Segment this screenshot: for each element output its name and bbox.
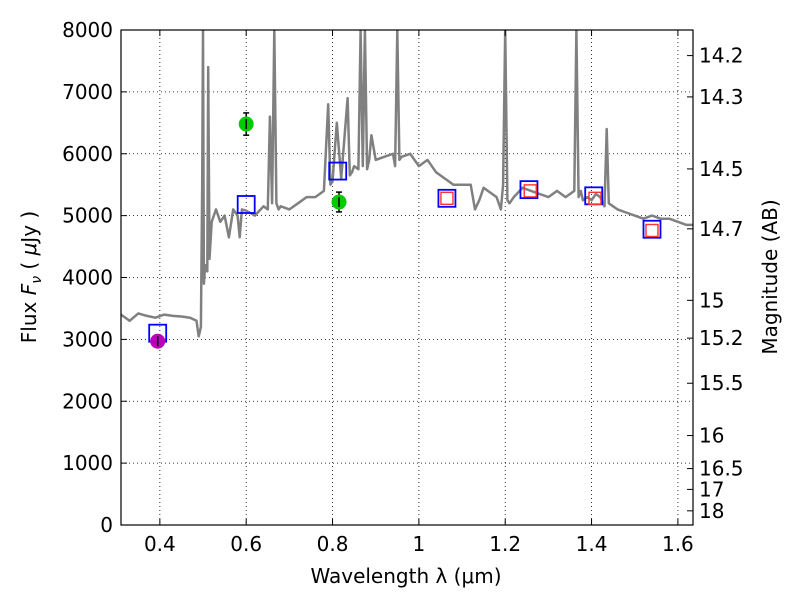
- x-axis: 0.4 0.6 0.8 1 1.2 1.4 1.6: [144, 30, 694, 556]
- y-axis-label-sub: ν: [29, 276, 45, 284]
- spectrum-layer: [121, 30, 693, 338]
- y-axis-label-post: Jy ): [17, 211, 41, 245]
- y-tick-label: 0: [100, 513, 113, 537]
- y2-tick-label: 14.2: [699, 44, 744, 68]
- x-tick-label: 0.4: [144, 532, 176, 556]
- y2-tick-label: 16: [699, 424, 724, 448]
- x-tick-label: 0.6: [230, 532, 262, 556]
- photometry-square-point: [236, 195, 256, 214]
- photometry-square-point: [519, 180, 539, 200]
- y2-tick-label: 18: [699, 499, 724, 523]
- spectrum-line: [121, 30, 693, 338]
- y-axis-label-var: F: [17, 283, 41, 295]
- y2-tick-label: 15: [699, 288, 724, 312]
- y-axis-label: Flux Fν ( μJy ): [17, 211, 45, 343]
- y-axis-label-mid: (: [17, 255, 41, 276]
- y-axis: 0 1000 2000 3000 4000 5000 6000 7000 8000: [62, 18, 127, 537]
- photometry-square-point: [437, 188, 457, 208]
- photometry-square-point: [645, 223, 659, 238]
- y-axis-label-mu: μ: [17, 243, 41, 257]
- photometry-square-point: [328, 161, 348, 181]
- y2-tick-label: 17: [699, 477, 724, 501]
- y-tick-label: 8000: [62, 18, 113, 42]
- y-tick-label: 2000: [62, 389, 113, 413]
- x-tick-label: 1: [413, 532, 426, 556]
- grid: [121, 30, 693, 525]
- x-tick-label: 0.8: [317, 532, 349, 556]
- y-axis-label-pre: Flux: [17, 295, 41, 343]
- y-tick-label: 3000: [62, 327, 113, 351]
- x-axis-label: Wavelength λ (μm): [310, 564, 501, 588]
- x-tick-label: 1.6: [662, 532, 694, 556]
- photometry-square-point: [523, 184, 537, 198]
- y2-tick-label: 14.3: [699, 85, 744, 109]
- y-tick-label: 6000: [62, 142, 113, 166]
- y2-tick-label: 16.5: [699, 457, 744, 481]
- y2-tick-label: 15.2: [699, 326, 744, 350]
- y2-tick-label: 14.7: [699, 217, 744, 241]
- y-tick-label: 5000: [62, 204, 113, 228]
- y-tick-label: 1000: [62, 451, 113, 475]
- photometry-square-point: [642, 219, 662, 239]
- y2-tick-label: 15.5: [699, 371, 744, 395]
- y-tick-label: 4000: [62, 266, 113, 290]
- x-tick-label: 1.4: [576, 532, 608, 556]
- marker-layer: [148, 112, 662, 349]
- photometry-square-point: [440, 191, 454, 206]
- y2-axis-label: Magnitude (AB): [758, 199, 782, 354]
- photometry-square-point: [588, 191, 602, 206]
- y2-tick-label: 14.5: [699, 157, 744, 181]
- x-tick-label: 1.2: [489, 532, 521, 556]
- y-tick-label: 7000: [62, 80, 113, 104]
